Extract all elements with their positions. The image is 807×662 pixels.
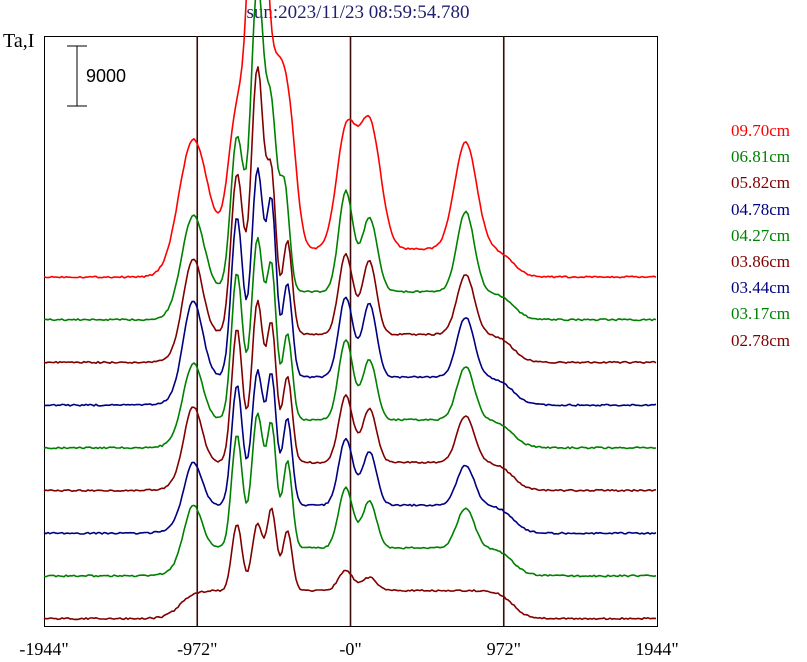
x-tick-labels: -1944" -972" -0" 972" 1944" (19, 639, 678, 659)
legend-item-1: 06.81cm (731, 147, 791, 167)
chart-title: sun:2023/11/23 08:59:54.780 (246, 2, 470, 23)
x-tick-label-3: 972" (487, 639, 521, 659)
trace-03.44cm (43, 369, 657, 535)
trace-04.27cm (43, 236, 657, 450)
trace-group (43, 0, 657, 621)
legend-item-7: 03.17cm (731, 304, 791, 324)
vertical-markers (196, 36, 505, 626)
legend-item-4: 04.27cm (731, 225, 791, 245)
legend-item-3: 04.78cm (731, 199, 791, 219)
legend-item-5: 03.86cm (731, 252, 791, 272)
trace-03.17cm (43, 412, 657, 578)
trace-09.70cm (43, 0, 657, 279)
legend-item-2: 05.82cm (731, 173, 791, 193)
trace-04.78cm (43, 167, 657, 407)
x-tick-label-4: 1944" (635, 639, 678, 659)
trace-03.86cm (43, 299, 657, 493)
scale-bar: 9000 (67, 45, 126, 107)
y-axis-label: Ta,I (3, 30, 35, 52)
x-tick-label-1: -972" (177, 639, 217, 659)
legend-item-8: 02.78cm (731, 330, 791, 350)
trace-06.81cm (43, 0, 657, 322)
legend-item-0: 09.70cm (731, 121, 791, 140)
trace-02.78cm (43, 507, 657, 621)
scale-bar-label: 9000 (86, 66, 126, 86)
legend-item-6: 03.44cm (731, 278, 791, 298)
legend: 09.70cm 06.81cm 05.82cm 04.78cm 04.27cm 03.86… (731, 118, 790, 354)
x-tick-label-2: -0" (339, 639, 361, 659)
x-tick-label-0: -1944" (19, 639, 68, 659)
trace-05.82cm (43, 66, 657, 364)
